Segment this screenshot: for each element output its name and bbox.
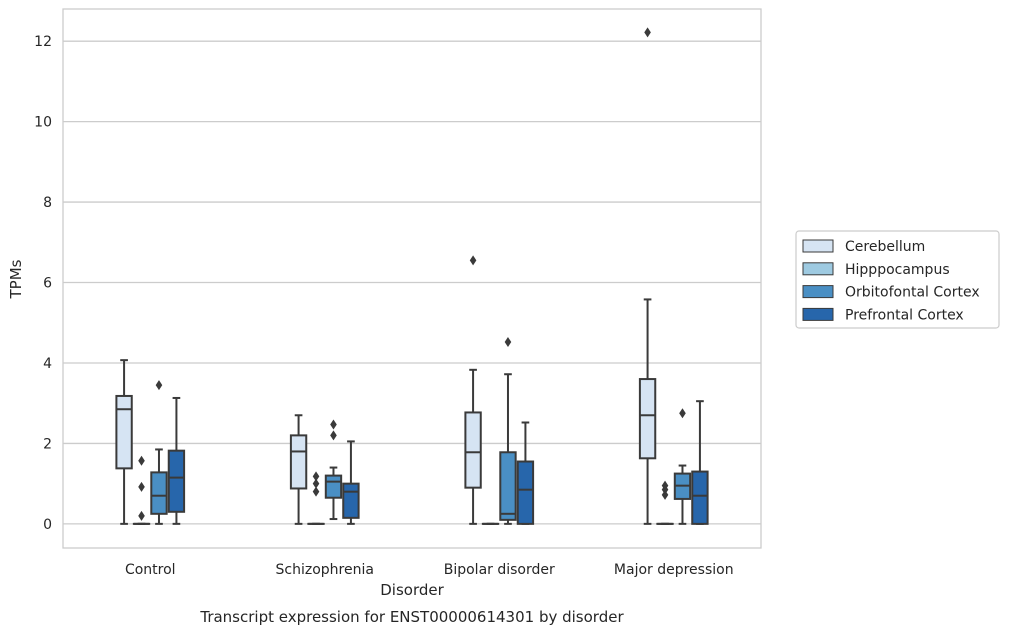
box — [691, 470, 709, 525]
outlier-point — [312, 486, 320, 497]
y-tick-label: 2 — [43, 436, 52, 452]
outlier-point — [661, 489, 669, 500]
y-tick-label: 4 — [43, 356, 52, 372]
box-3-1 — [656, 480, 674, 525]
box-3-3 — [691, 400, 709, 525]
box-1-1 — [307, 471, 325, 525]
box-0-3 — [167, 396, 186, 525]
y-axis-label: TPMs — [7, 259, 25, 299]
box — [464, 411, 482, 489]
outlier-point — [312, 471, 320, 482]
box — [342, 482, 360, 519]
grid-lines — [63, 40, 761, 525]
legend-label: Prefrontal Cortex — [845, 307, 964, 323]
y-tick-label: 12 — [34, 34, 52, 50]
box — [289, 434, 308, 490]
x-axis-label: Disorder — [380, 581, 444, 599]
outlier-point — [504, 337, 512, 348]
legend-swatch — [802, 285, 834, 299]
outlier-point — [330, 419, 337, 430]
x-tick-label: Schizophrenia — [276, 562, 374, 578]
box-1-2 — [324, 419, 343, 521]
y-tick-label: 8 — [43, 195, 52, 211]
legend: Cerebellum Hipppocampus Orbitofontal Corte… — [795, 230, 1000, 329]
box-2-0 — [464, 255, 482, 525]
box-0-1 — [132, 455, 151, 525]
y-tick-label: 10 — [34, 115, 52, 131]
box — [167, 449, 186, 513]
outlier-point — [312, 478, 320, 489]
y-tick-label: 0 — [43, 517, 52, 533]
box — [150, 471, 168, 515]
x-tick-label: Major depression — [614, 562, 734, 578]
legend-swatch — [802, 239, 834, 253]
box — [499, 451, 517, 521]
box-0-2 — [150, 380, 168, 525]
x-tick-label: Control — [125, 562, 176, 578]
box-3-2 — [673, 408, 692, 525]
box-3-0 — [638, 27, 657, 525]
legend-label: Cerebellum — [845, 239, 925, 255]
outlier-point — [138, 510, 145, 521]
outlier-point — [661, 480, 669, 491]
outlier-point — [644, 27, 651, 38]
chart-title: Transcript expression for ENST0000061430… — [199, 608, 624, 626]
plot-frame — [62, 8, 762, 549]
box — [324, 474, 343, 499]
x-axis-ticks: Control Schizophrenia Bipolar disorder Majo… — [125, 562, 734, 578]
outlier-point — [330, 430, 337, 441]
box-2-3 — [516, 421, 535, 525]
box — [115, 394, 133, 470]
x-tick-label: Bipolar disorder — [444, 562, 555, 578]
legend-label: Orbitofontal Cortex — [845, 285, 980, 301]
box-1-0 — [289, 414, 308, 525]
box — [516, 460, 535, 525]
box-0-0 — [115, 359, 133, 525]
outlier-point — [155, 380, 163, 391]
y-tick-label: 6 — [43, 276, 52, 292]
legend-swatch — [802, 262, 834, 276]
box — [638, 378, 657, 460]
plot-boxes — [115, 27, 709, 525]
legend-frame — [795, 230, 1000, 329]
outlier-point — [679, 408, 686, 419]
legend-swatch — [802, 307, 834, 321]
outlier-point — [138, 455, 145, 466]
outlier-point — [138, 481, 145, 492]
box-1-3 — [342, 440, 360, 525]
y-axis-ticks: 0 2 4 6 8 10 12 — [34, 34, 52, 533]
box-2-2 — [499, 337, 517, 525]
legend-label: Hipppocampus — [845, 262, 950, 278]
outlier-point — [469, 255, 477, 266]
